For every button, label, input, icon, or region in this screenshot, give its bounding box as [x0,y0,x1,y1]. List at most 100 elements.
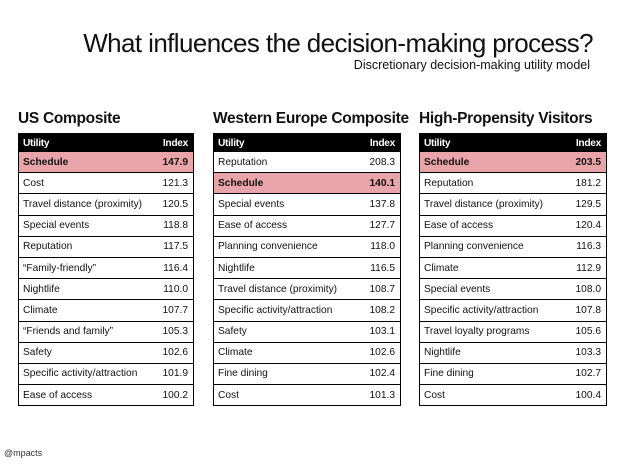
utility-cell: Specific activity/attraction [213,299,361,322]
index-cell: 121.3 [155,172,194,195]
table-header-row: Utility Index [213,133,401,152]
table-row: Special events 118.8 [18,215,194,237]
table-row: Travel loyalty programs 105.6 [419,321,607,343]
utility-cell: Reputation [213,152,361,174]
table-row: Ease of access 120.4 [419,215,607,237]
utility-cell: Planning convenience [213,236,361,258]
index-cell: 108.2 [360,299,401,322]
table-row: “Family-friendly” 116.4 [18,257,194,280]
index-cell: 118.0 [360,236,401,258]
table-row: “Friends and family” 105.3 [18,321,194,343]
table-row: Cost 121.3 [18,172,194,195]
index-cell: 103.1 [360,321,401,343]
table-header-row: Utility Index [419,133,607,152]
utility-cell: Ease of access [18,384,156,407]
utility-cell: Travel distance (proximity) [18,193,156,216]
index-cell: 108.7 [360,278,401,301]
utility-cell: Special events [419,278,567,301]
table-row: Specific activity/attraction 107.8 [419,299,607,322]
index-cell: 127.7 [360,215,401,237]
index-cell: 117.5 [155,236,194,258]
utility-cell: “Family-friendly” [18,257,156,280]
index-cell: 116.5 [360,257,401,280]
table-row: Cost 100.4 [419,384,607,407]
table-row: Schedule 147.9 [18,152,194,174]
header-utility: Utility [419,133,567,152]
table-row: Travel distance (proximity) 120.5 [18,193,194,216]
table-row: Reputation 117.5 [18,236,194,258]
table-row: Special events 137.8 [213,193,401,216]
utility-cell: Planning convenience [419,236,567,258]
utility-cell: Schedule [213,172,361,195]
index-cell: 120.5 [155,193,194,216]
utility-cell: Cost [419,384,567,407]
panel-western-europe-composite: Western Europe Composite Utility Index R… [213,110,409,407]
index-cell: 110.0 [155,278,194,301]
utility-table: Utility Index Schedule 147.9 Cost 121.3 Trav… [18,133,194,407]
table-row: Reputation 208.3 [213,152,401,174]
utility-cell: Nightlife [419,342,567,364]
table-row: Cost 101.3 [213,384,401,407]
table-row: Nightlife 116.5 [213,257,401,280]
index-cell: 118.8 [155,215,194,237]
index-cell: 147.9 [155,152,194,174]
table-row: Schedule 140.1 [213,172,401,195]
table-row: Ease of access 100.2 [18,384,194,407]
table-row: Planning convenience 118.0 [213,236,401,258]
table-row: Climate 102.6 [213,342,401,364]
utility-cell: Reputation [18,236,156,258]
index-cell: 208.3 [360,152,401,174]
utility-cell: Travel distance (proximity) [419,193,567,216]
index-cell: 105.3 [155,321,194,343]
index-cell: 129.5 [566,193,607,216]
table-row: Safety 102.6 [18,342,194,364]
index-cell: 102.4 [360,363,401,386]
utility-cell: Cost [213,384,361,407]
index-cell: 102.7 [566,363,607,386]
panel-us-composite: US Composite Utility Index Schedule 147.9… [18,111,194,407]
index-cell: 101.3 [360,384,401,407]
utility-cell: Travel loyalty programs [419,321,567,343]
utility-cell: Climate [18,299,156,322]
panel-title: High-Propensity Visitors [419,110,593,127]
index-cell: 203.5 [566,152,607,174]
header-index: Index [566,133,607,152]
index-cell: 100.2 [155,384,194,407]
table-row: Specific activity/attraction 101.9 [18,363,194,386]
utility-cell: Safety [213,321,361,343]
table-header-row: Utility Index [18,133,194,152]
page-subtitle: Discretionary decision-making utility mo… [353,58,590,72]
table-row: Nightlife 110.0 [18,278,194,301]
index-cell: 116.3 [566,236,607,258]
header-utility: Utility [18,133,156,152]
index-cell: 137.8 [360,193,401,216]
utility-cell: Special events [18,215,156,237]
panel-high-propensity-visitors: High-Propensity Visitors Utility Index S… [419,110,607,407]
table-row: Planning convenience 116.3 [419,236,607,258]
index-cell: 108.0 [566,278,607,301]
table-row: Reputation 181.2 [419,172,607,195]
index-cell: 112.9 [566,257,607,280]
table-row: Ease of access 127.7 [213,215,401,237]
company-logo: @mpacts [4,448,43,458]
table-row: Climate 112.9 [419,257,607,280]
utility-cell: Specific activity/attraction [419,299,567,322]
table-row: Special events 108.0 [419,278,607,301]
page-title: What influences the decision-making proc… [83,28,593,58]
index-cell: 181.2 [566,172,607,195]
utility-cell: Ease of access [213,215,361,237]
index-cell: 102.6 [360,342,401,364]
panel-title: Western Europe Composite [213,110,409,127]
utility-cell: Schedule [419,152,567,174]
table-row: Fine dining 102.4 [213,363,401,386]
index-cell: 100.4 [566,384,607,407]
utility-cell: Fine dining [419,363,567,386]
header-index: Index [360,133,401,152]
utility-cell: Reputation [419,172,567,195]
utility-cell: Travel distance (proximity) [213,278,361,301]
utility-cell: Specific activity/attraction [18,363,156,386]
utility-cell: Ease of access [419,215,567,237]
utility-cell: Climate [419,257,567,280]
table-row: Specific activity/attraction 108.2 [213,299,401,322]
index-cell: 140.1 [360,172,401,195]
